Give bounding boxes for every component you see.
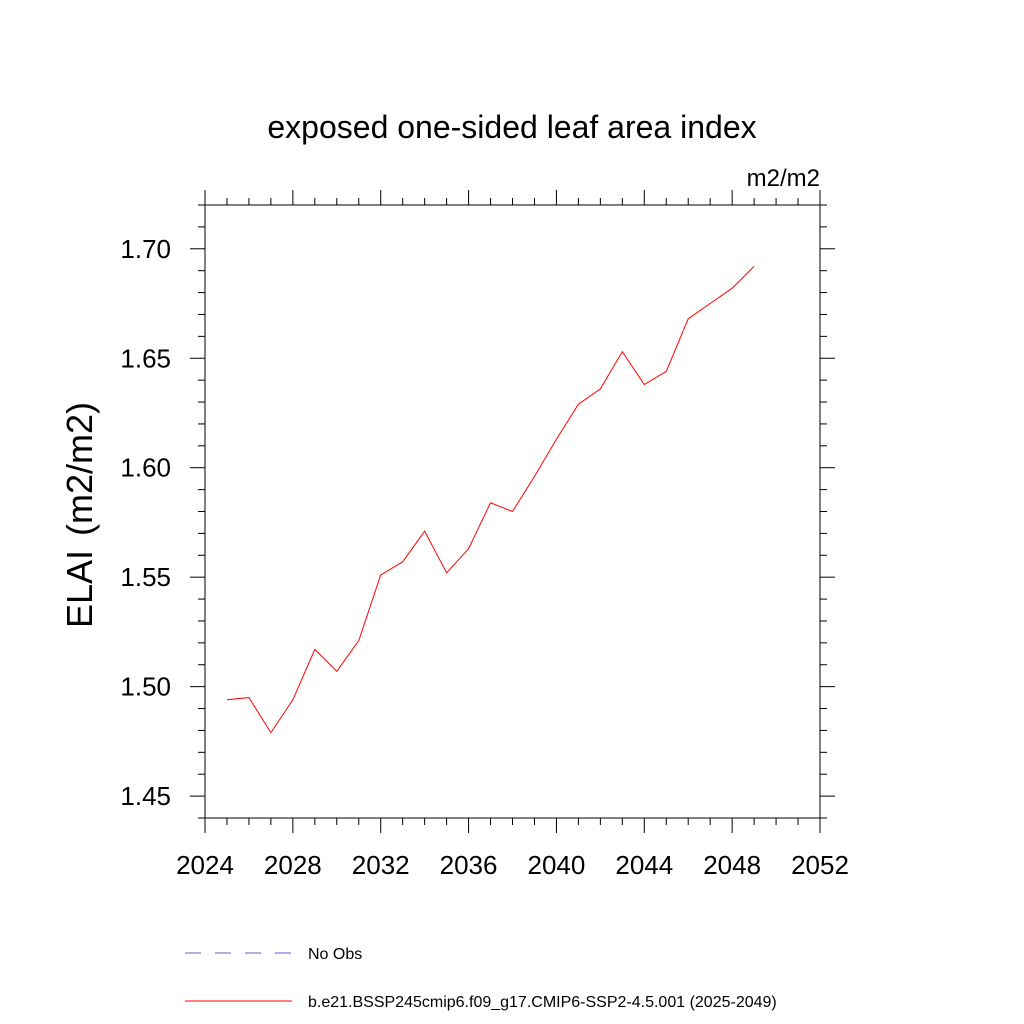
svg-text:ELAI(m2/m2): ELAI (m2/m2) bbox=[59, 402, 100, 628]
legend: No Obs b.e21.BSSP245cmip6.f09_g17.CMIP6-… bbox=[185, 946, 777, 1011]
x-tick-label-5: 2044 bbox=[615, 850, 673, 880]
x-tick-label-4: 2040 bbox=[528, 850, 586, 880]
legend-label-0: No Obs bbox=[308, 946, 362, 963]
axis-tick-labels: 2024 2028 2032 2036 2040 2044 2048 2052 1.45 1.50… bbox=[120, 234, 849, 880]
y-tick-label-5: 1.70 bbox=[120, 234, 171, 264]
x-tick-label-7: 2052 bbox=[791, 850, 849, 880]
axis-ticks bbox=[190, 190, 835, 833]
y-axis-label-main: ELAI bbox=[59, 550, 100, 628]
series-group bbox=[226, 265, 755, 734]
x-tick-label-2: 2032 bbox=[352, 850, 410, 880]
chart-title: exposed one-sided leaf area index bbox=[267, 109, 756, 145]
y-tick-label-2: 1.55 bbox=[120, 562, 171, 592]
y-tick-label-3: 1.60 bbox=[120, 453, 171, 483]
x-tick-label-0: 2024 bbox=[176, 850, 234, 880]
y-tick-label-0: 1.45 bbox=[120, 781, 171, 811]
x-tick-label-3: 2036 bbox=[440, 850, 498, 880]
series-line-0 bbox=[226, 265, 755, 734]
legend-label-1: b.e21.BSSP245cmip6.f09_g17.CMIP6-SSP2-4.… bbox=[308, 994, 777, 1011]
units-label: m2/m2 bbox=[747, 165, 820, 192]
y-tick-label-1: 1.50 bbox=[120, 672, 171, 702]
y-axis-label-units: (m2/m2) bbox=[59, 402, 100, 536]
x-tick-label-1: 2028 bbox=[264, 850, 322, 880]
y-tick-label-4: 1.65 bbox=[120, 343, 171, 373]
y-axis-label: ELAI (m2/m2) bbox=[59, 402, 100, 628]
x-tick-label-6: 2048 bbox=[703, 850, 761, 880]
